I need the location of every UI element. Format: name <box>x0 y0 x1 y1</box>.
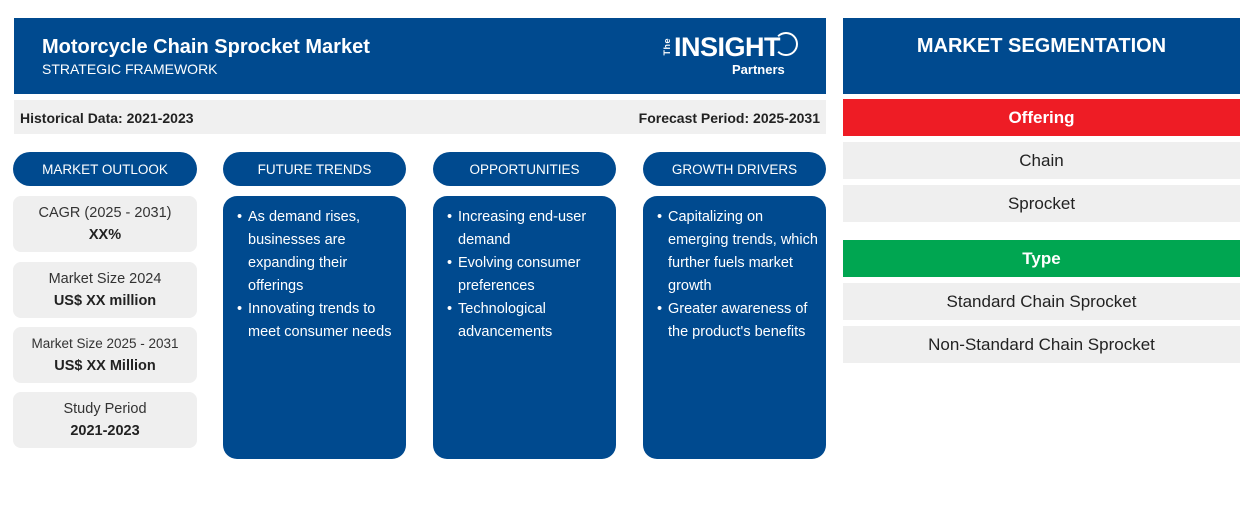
card-label: CAGR (2025 - 2031) <box>38 205 172 221</box>
growth-drivers-panel: • Capitalizing on emerging trends, which … <box>643 196 826 459</box>
future-trends-header: FUTURE TRENDS <box>223 152 406 186</box>
cagr-card: CAGR (2025 - 2031) XX% <box>13 196 197 252</box>
offering-heading: Offering <box>843 99 1240 136</box>
market-outlook-header: MARKET OUTLOOK <box>13 152 197 186</box>
logo-ring-icon <box>774 32 798 56</box>
card-value: US$ XX million <box>53 293 157 309</box>
list-item: • Innovating trends to meet consumer need… <box>237 301 392 340</box>
card-value: XX% <box>88 227 122 243</box>
historical-period: Historical Data: 2021-2023 <box>20 110 194 126</box>
list-item: • Technological advancements <box>447 301 553 340</box>
study-period-card: Study Period 2021-2023 <box>13 392 197 448</box>
type-heading: Type <box>843 240 1240 277</box>
market-size-forecast-card: Market Size 2025 - 2031 US$ XX Million <box>13 327 197 383</box>
growth-drivers-header: GROWTH DRIVERS <box>643 152 826 186</box>
opportunities-panel: • Increasing end-user demand • Evolving co… <box>433 196 616 459</box>
period-bar <box>14 100 826 134</box>
list-item: • As demand rises, businesses are expandi… <box>237 209 361 294</box>
future-trends-panel: • As demand rises, businesses are expandi… <box>223 196 406 459</box>
list-item: • Greater awareness of the product's bene… <box>657 301 808 340</box>
logo-the-text: The <box>662 38 672 56</box>
list-item: • Capitalizing on emerging trends, which … <box>657 209 818 294</box>
logo-insight-text: INSIGHT <box>674 32 781 62</box>
offering-item-chain: Chain <box>843 142 1240 179</box>
header-banner <box>14 18 826 94</box>
offering-item-sprocket: Sprocket <box>843 185 1240 222</box>
opportunities-header: OPPORTUNITIES <box>433 152 616 186</box>
card-value: 2021-2023 <box>70 423 140 439</box>
card-value: US$ XX Million <box>54 358 156 374</box>
market-size-2024-card: Market Size 2024 US$ XX million <box>13 262 197 318</box>
card-label: Market Size 2025 - 2031 <box>31 336 179 351</box>
segmentation-title: MARKET SEGMENTATION <box>843 18 1240 94</box>
type-item-non-standard: Non-Standard Chain Sprocket <box>843 326 1240 363</box>
type-item-standard: Standard Chain Sprocket <box>843 283 1240 320</box>
page-title: Motorcycle Chain Sprocket Market <box>42 36 370 58</box>
list-item: • Increasing end-user demand <box>447 209 587 248</box>
card-label: Study Period <box>63 401 147 417</box>
insight-partners-logo: The INSIGHT Partners <box>662 30 808 82</box>
card-label: Market Size 2024 <box>48 271 162 287</box>
logo-partners-text: Partners <box>732 62 785 77</box>
forecast-period: Forecast Period: 2025-2031 <box>638 110 820 126</box>
page-subtitle: STRATEGIC FRAMEWORK <box>42 61 218 77</box>
list-item: • Evolving consumer preferences <box>447 255 581 294</box>
